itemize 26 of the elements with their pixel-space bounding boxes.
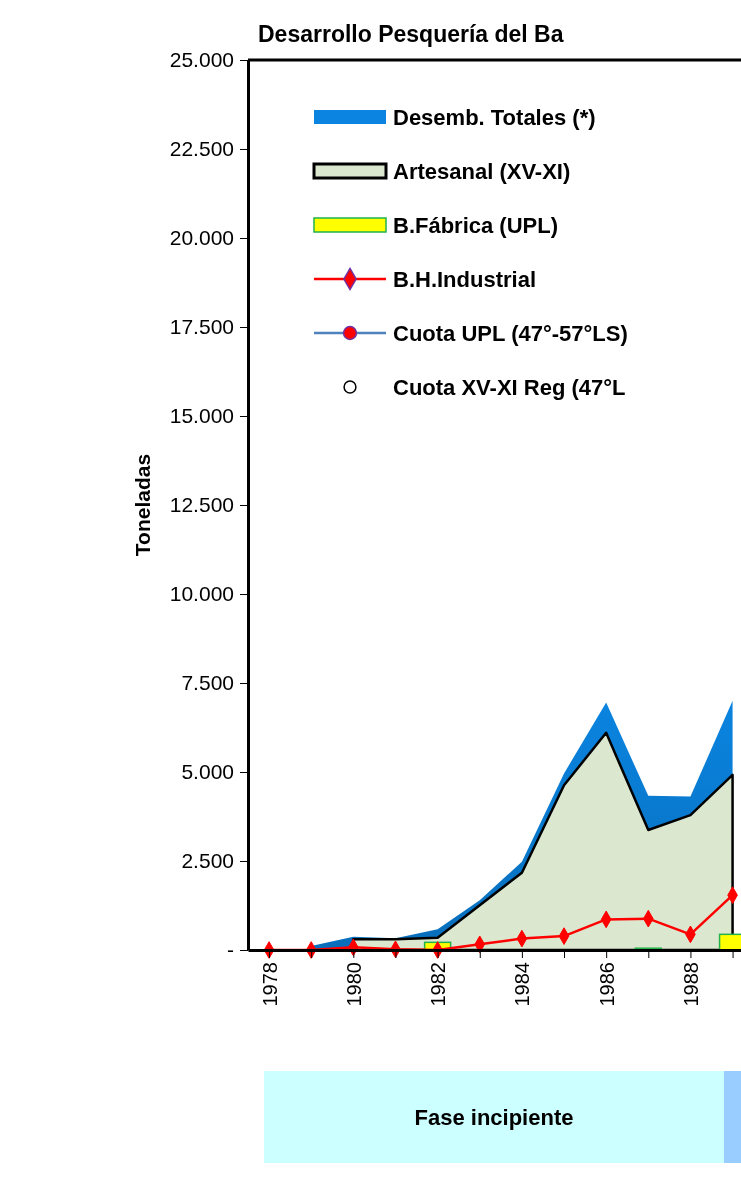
y-tick-label: 5.000: [181, 760, 234, 784]
y-tick-label: 7.500: [181, 671, 234, 695]
legend-label: B.Fábrica (UPL): [393, 212, 559, 238]
y-axis-title: Toneladas: [131, 453, 154, 557]
y-tick-label: 20.000: [169, 226, 234, 250]
chart-title: Desarrollo Pesquería del Ba: [258, 21, 564, 47]
legend-label: Cuota XV-XI Reg (47°L: [393, 374, 626, 400]
y-tick-label: 2.500: [181, 849, 234, 873]
legend-label: Cuota UPL (47°-57°LS): [393, 320, 628, 346]
y-tick-label: 22.500: [169, 137, 234, 161]
y-tick-label: 10.000: [169, 582, 234, 606]
y-tick-label: 15.000: [169, 404, 234, 428]
x-tick-label: 1984: [511, 962, 534, 1007]
x-tick-label: 1978: [258, 962, 281, 1007]
x-tick-label: 1988: [679, 962, 702, 1007]
y-tick-label: -: [227, 938, 234, 962]
legend-label: Desemb. Totales (*): [393, 104, 596, 130]
y-tick-label: 17.500: [169, 315, 234, 339]
x-tick-label: 1980: [342, 962, 365, 1007]
y-tick-label: 25.000: [169, 48, 234, 72]
x-tick-label: 1982: [427, 962, 450, 1007]
y-tick-label: 12.500: [169, 493, 234, 517]
legend-label: Artesanal (XV-XI): [393, 158, 571, 184]
x-tick-label: 1986: [595, 962, 618, 1007]
text: Fase incipiente: [414, 1105, 574, 1130]
legend-label: B.H.Industrial: [393, 266, 537, 292]
